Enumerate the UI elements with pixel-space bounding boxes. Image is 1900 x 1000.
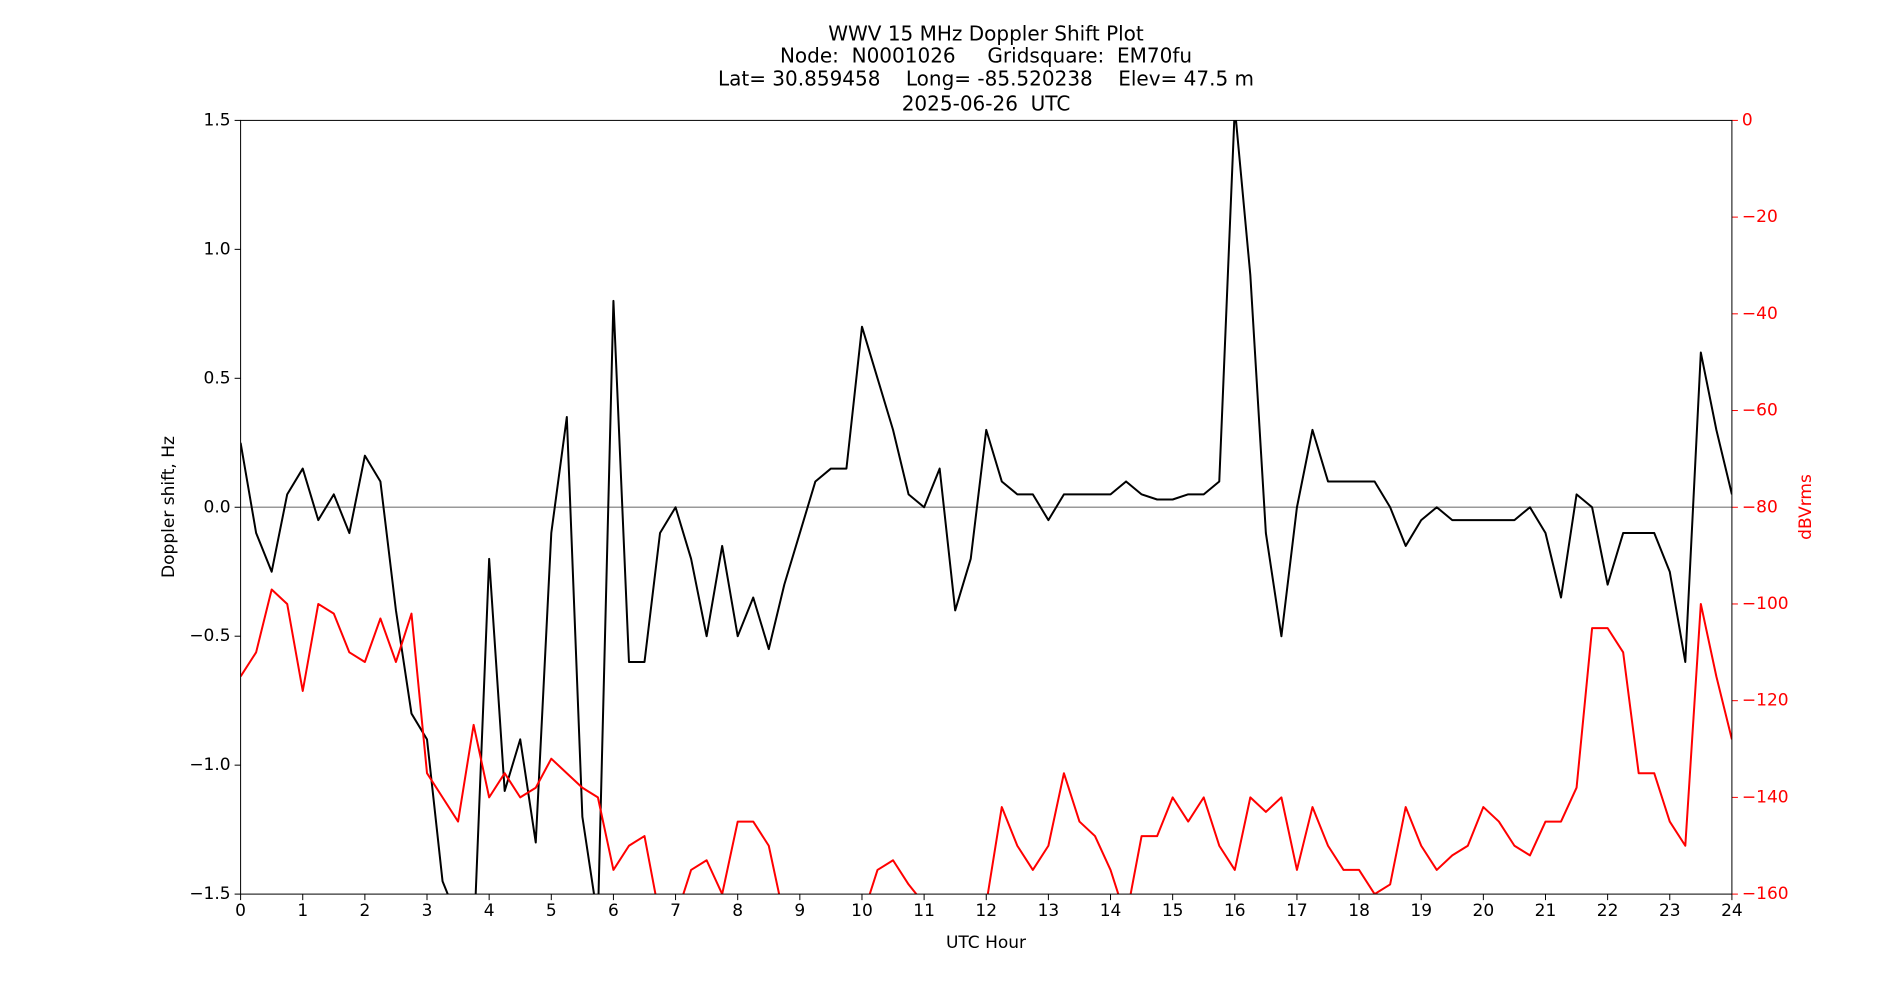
y2-tick-label: −80	[1742, 497, 1778, 517]
y2-tick-label: −20	[1742, 207, 1778, 227]
x-tick-label: 16	[1224, 901, 1246, 921]
chart-subtitle: 2025-06-26 UTC	[902, 92, 1071, 116]
x-tick-label: 17	[1286, 901, 1308, 921]
x-tick-label: 15	[1162, 901, 1184, 921]
x-tick-label: 6	[608, 901, 619, 921]
x-tick-label: 11	[913, 901, 935, 921]
y-tick-label: −1.0	[189, 755, 230, 775]
x-tick-label: 13	[1038, 901, 1060, 921]
x-tick-label: 12	[975, 901, 997, 921]
x-tick-label: 14	[1100, 901, 1122, 921]
y2-tick-label: −40	[1742, 304, 1778, 324]
series-line	[240, 120, 1732, 895]
y2-tick-label: −60	[1742, 401, 1778, 421]
chart-title: WWV 15 MHz Doppler Shift Plot	[828, 22, 1144, 46]
x-tick-label: 3	[422, 901, 433, 921]
series-line	[240, 588, 1732, 895]
y-tick-label: 0.5	[204, 368, 231, 388]
chart-subtitle: Lat= 30.859458 Long= -85.520238 Elev= 47…	[718, 67, 1254, 91]
y-axis-label: Doppler shift, Hz	[159, 436, 179, 578]
x-tick-label: 18	[1348, 901, 1370, 921]
x-tick-label: 1	[297, 901, 308, 921]
x-tick-label: 8	[732, 901, 743, 921]
y2-tick-label: 0	[1742, 110, 1753, 130]
x-tick-label: 21	[1535, 901, 1557, 921]
plot-area	[240, 120, 1732, 895]
y2-tick-label: −120	[1742, 691, 1789, 711]
chart-subtitle: Node: N0001026 Gridsquare: EM70fu	[780, 44, 1192, 68]
y-tick-label: −0.5	[189, 626, 230, 646]
x-tick-label: 7	[670, 901, 681, 921]
x-tick-label: 24	[1721, 901, 1743, 921]
x-tick-label: 5	[546, 901, 557, 921]
x-tick-label: 10	[851, 901, 873, 921]
x-tick-label: 0	[235, 901, 246, 921]
x-tick-label: 9	[794, 901, 805, 921]
y2-tick-label: −140	[1742, 787, 1789, 807]
x-tick-label: 2	[359, 901, 370, 921]
y-tick-label: 1.0	[204, 239, 231, 259]
x-tick-label: 4	[484, 901, 495, 921]
y-tick-label: 0.0	[204, 497, 231, 517]
y2-tick-label: −160	[1742, 884, 1789, 904]
x-tick-label: 22	[1597, 901, 1619, 921]
x-tick-label: 19	[1410, 901, 1432, 921]
y2-axis-label: dBVrms	[1796, 474, 1816, 540]
y-tick-label: −1.5	[189, 884, 230, 904]
x-tick-label: 23	[1659, 901, 1681, 921]
y2-tick-label: −100	[1742, 594, 1789, 614]
plot-frame	[240, 119, 1733, 895]
x-axis-label: UTC Hour	[946, 933, 1026, 953]
y-tick-label: 1.5	[204, 110, 231, 130]
x-tick-label: 20	[1473, 901, 1495, 921]
